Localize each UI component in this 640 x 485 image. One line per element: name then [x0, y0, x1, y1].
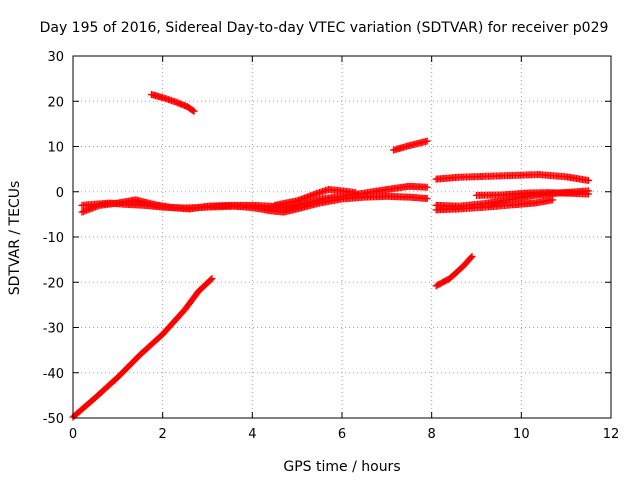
y-tick-label: 20: [47, 95, 64, 110]
data-point: [468, 252, 476, 260]
y-tick-label: -40: [43, 367, 64, 382]
data-point: [585, 187, 593, 195]
x-tick-label: 12: [603, 427, 620, 442]
data-series: [432, 187, 593, 210]
x-tick-label: 8: [428, 427, 436, 442]
data-point: [549, 196, 557, 204]
y-tick-label: 30: [47, 50, 64, 65]
data-series: [147, 90, 198, 115]
x-axis-title: GPS time / hours: [283, 459, 400, 475]
data-point: [208, 275, 216, 283]
data-series: [69, 275, 216, 421]
y-tick-label: -10: [43, 231, 64, 246]
data-series: [390, 137, 431, 154]
y-tick-label: -30: [43, 322, 64, 337]
data-point: [423, 183, 431, 191]
data-point: [423, 137, 431, 145]
y-tick-label: 0: [56, 186, 64, 201]
data-point: [585, 176, 593, 184]
data-point: [207, 276, 215, 284]
data-point: [467, 254, 475, 262]
y-tick-label: -50: [43, 412, 64, 427]
data-series: [432, 171, 593, 184]
data-point: [190, 107, 198, 115]
chart-title: Day 195 of 2016, Sidereal Day-to-day VTE…: [40, 20, 609, 36]
data-series: [78, 192, 431, 216]
x-tick-label: 4: [248, 427, 256, 442]
data-series: [432, 252, 476, 290]
axis-ticks: 0 2 4 6 8 10 12 -50 -40 -30 -20 -10 0 10 20 30: [43, 50, 620, 442]
data-point: [189, 106, 197, 114]
y-tick-label: -20: [43, 276, 64, 291]
x-tick-label: 0: [69, 427, 77, 442]
data-point: [423, 195, 431, 203]
data-series: [271, 185, 359, 209]
data-points: [69, 90, 593, 421]
y-axis-title: SDTVAR / TECUs: [7, 181, 23, 296]
x-tick-label: 2: [159, 427, 167, 442]
y-tick-label: 10: [47, 141, 64, 156]
x-tick-label: 10: [513, 427, 530, 442]
x-tick-label: 6: [338, 427, 346, 442]
data-point: [351, 189, 359, 197]
